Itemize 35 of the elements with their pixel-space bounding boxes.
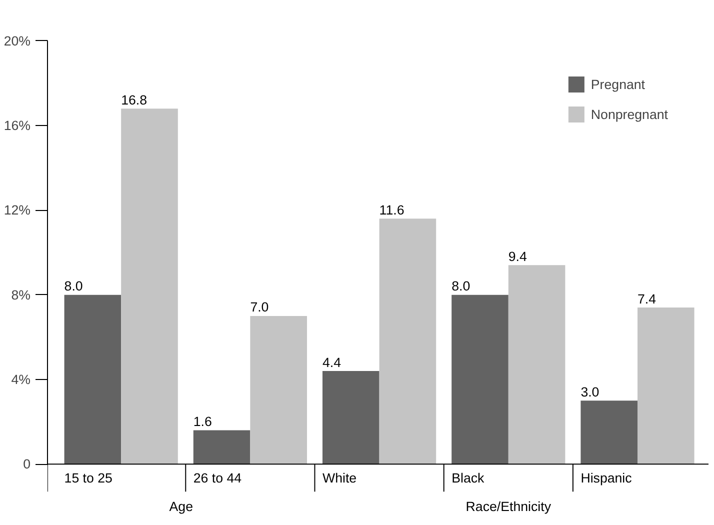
legend-label: Pregnant <box>590 76 646 92</box>
y-tick-label: 20% <box>4 33 31 48</box>
bar <box>452 294 508 464</box>
data-label: 4.4 <box>322 354 342 370</box>
bar <box>193 430 250 464</box>
data-label: 8.0 <box>452 278 470 294</box>
bar <box>121 108 178 464</box>
data-label: 7.0 <box>250 300 269 315</box>
y-tick-label: 12% <box>4 202 31 218</box>
data-label: 16.8 <box>121 92 148 108</box>
bar <box>64 294 122 464</box>
data-label: 7.4 <box>637 291 657 306</box>
bar <box>508 265 566 464</box>
legend-label: Nonpregnant <box>590 106 668 122</box>
x-tick-label: 15 to 25 <box>64 470 112 486</box>
data-label: 1.6 <box>193 414 212 430</box>
data-label: 9.4 <box>508 248 528 264</box>
bar <box>580 400 638 464</box>
bar <box>379 218 436 464</box>
text: Race/Ethnicity <box>466 498 552 514</box>
text: Age <box>169 498 193 514</box>
y-tick-label: 16% <box>4 118 31 134</box>
x-tick-label: White <box>322 470 357 486</box>
x-tick-label: 26 to 44 <box>193 470 242 486</box>
data-label: 11.6 <box>379 202 404 218</box>
bar <box>637 308 694 464</box>
y-tick-label: 4% <box>11 372 31 387</box>
y-tick-label: 8% <box>11 287 31 302</box>
data-label: 8.0 <box>64 278 83 294</box>
x-tick-label: Black <box>452 470 485 486</box>
bar <box>322 371 380 464</box>
x-tick-label: Hispanic <box>580 470 632 486</box>
bar <box>250 316 307 464</box>
y-tick-label: 0 <box>23 456 31 472</box>
data-label: 3.0 <box>580 384 600 400</box>
